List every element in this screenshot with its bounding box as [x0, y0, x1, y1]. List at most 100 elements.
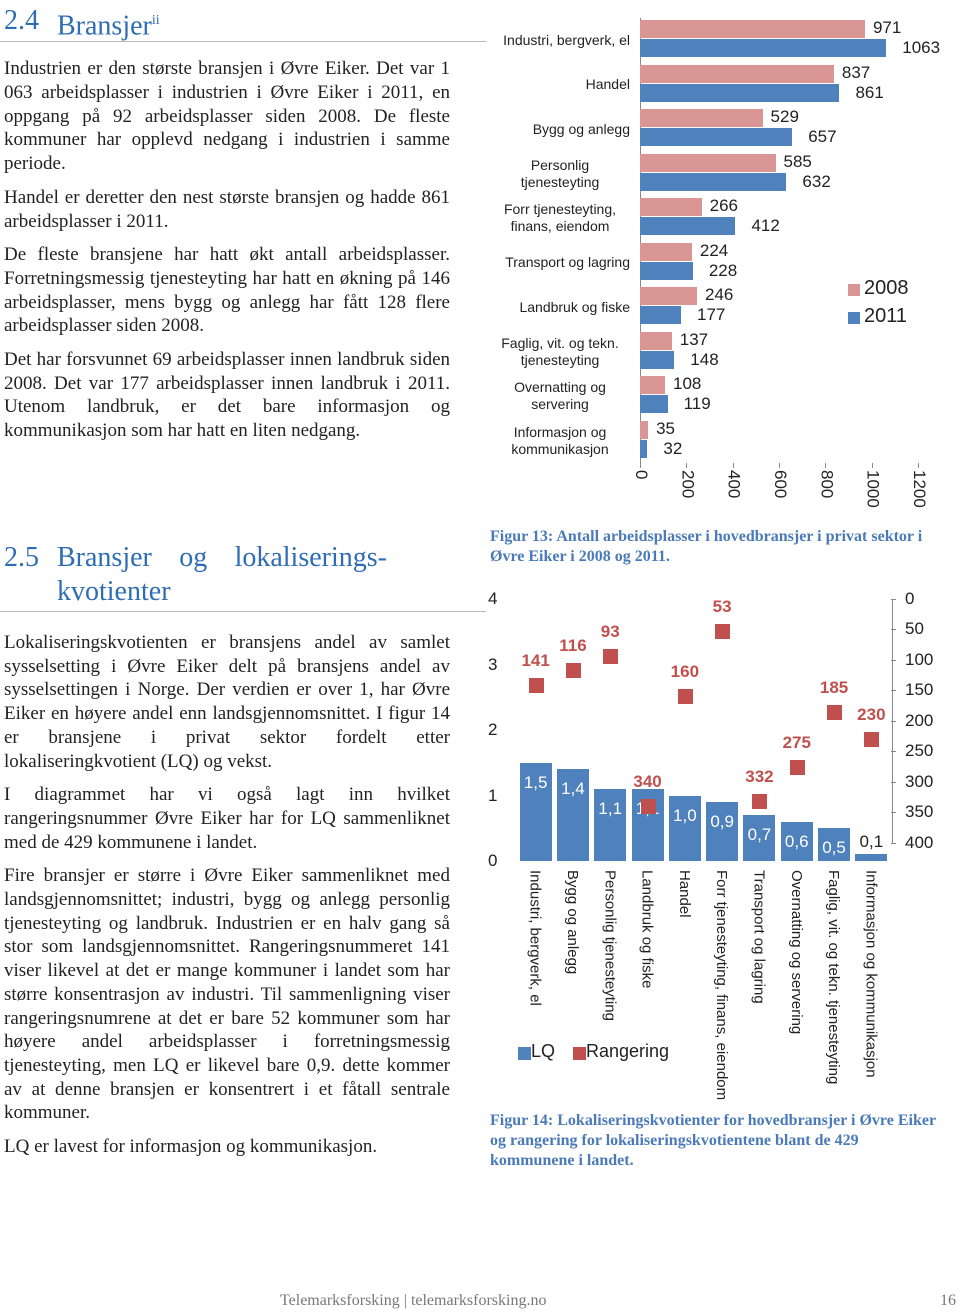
category-label: Landbruk og fiske — [519, 298, 630, 315]
value-label: 0,5 — [822, 838, 846, 858]
value-label: 275 — [782, 732, 811, 752]
y2-tick-label: 400 — [905, 832, 934, 852]
heading-number: 2.5 — [4, 542, 39, 573]
legend-swatch — [573, 1047, 586, 1060]
heading-title: Bransjer og lokaliserings-kvotienter — [57, 542, 387, 607]
value-label: 141 — [521, 650, 550, 670]
marker — [677, 689, 693, 705]
marker — [864, 732, 880, 748]
x-tick-label: 800 — [817, 470, 837, 499]
marker — [603, 648, 619, 664]
section-1: 2.4 Bransjerii Industrien er den største … — [4, 4, 450, 453]
tick-mark — [891, 812, 896, 814]
value-label: 93 — [600, 621, 620, 641]
bar — [640, 261, 693, 280]
category-label: Industri, bergverk, el — [503, 31, 630, 48]
tick-mark — [891, 599, 896, 600]
value-label: 1,1 — [635, 798, 660, 818]
bar — [818, 828, 851, 861]
y2-tick-label: 200 — [905, 710, 934, 730]
y2-tick-label: 100 — [905, 649, 934, 669]
footer: Telemarksforsking | telemarksforsking.no — [280, 1292, 546, 1310]
value-label: 657 — [808, 127, 837, 146]
bar — [556, 769, 589, 861]
category-label: Personlig tjenesteyting — [601, 870, 619, 1021]
bar — [706, 802, 739, 861]
tick-mark — [918, 463, 919, 468]
category-label: Forr tjenesteyting, finans, eiendom — [503, 201, 617, 235]
bar — [668, 795, 701, 861]
heading-number: 2.4 — [4, 5, 39, 36]
x-tick-label: 600 — [771, 470, 790, 499]
tick-mark — [891, 659, 896, 661]
bar — [519, 762, 552, 861]
value-label: 116 — [559, 635, 587, 655]
category-label: Forr tjenesteyting, finans, eiendom — [713, 870, 731, 1101]
tick-mark — [825, 463, 827, 468]
category-label: Overnatting og servering — [514, 379, 606, 413]
value-label: 35 — [656, 418, 676, 438]
bar — [640, 331, 672, 350]
bar — [640, 439, 648, 458]
value-label: 1063 — [902, 38, 941, 57]
value-label: 185 — [819, 677, 849, 697]
marker — [528, 677, 544, 693]
y-tick-label: 3 — [488, 654, 498, 674]
paragraph: De fleste bransjene har hatt økt antall … — [4, 244, 450, 337]
footer-publisher: Telemarksforsking — [280, 1292, 400, 1309]
value-label: 1,1 — [598, 798, 623, 818]
tick-mark — [686, 463, 688, 468]
bar — [640, 420, 649, 439]
paragraph: I diagrammet har vi også lagt inn hvilke… — [4, 784, 450, 853]
marker — [715, 624, 731, 640]
value-label: 32 — [663, 438, 683, 458]
legend-label: 2011 — [864, 305, 908, 327]
value-label: 177 — [697, 305, 726, 324]
value-label: 332 — [745, 767, 774, 787]
marker — [827, 704, 843, 720]
value-label: 1,5 — [523, 772, 548, 792]
category-label: Overnatting og servering — [787, 870, 805, 1035]
heading: 2.5 Bransjer og lokaliserings-kvotienter — [4, 541, 450, 609]
bar — [640, 153, 776, 172]
value-label: 53 — [712, 597, 732, 617]
y2-tick-label: 350 — [905, 802, 934, 822]
category-label: Faglig, vit. og tekn. tjenesteyting — [825, 870, 843, 1085]
bar — [640, 128, 793, 146]
value-label: 0,9 — [710, 812, 734, 832]
marker — [752, 794, 768, 810]
value-label: 148 — [690, 349, 719, 369]
paragraph: Lokaliseringskvotienten er bransjens and… — [4, 632, 450, 772]
category-label: Transport og lagring — [750, 870, 768, 1004]
x-tick-label: 0 — [632, 470, 651, 480]
tick-mark — [871, 463, 873, 468]
category-label: Bygg og anlegg — [532, 120, 630, 137]
tick-mark — [513, 861, 516, 862]
tick-mark — [891, 690, 896, 692]
tick-mark — [513, 664, 516, 666]
bar — [640, 20, 865, 38]
heading-rule — [0, 611, 486, 612]
category-label: Informasjon og kommunikasjon — [862, 870, 880, 1078]
legend-label: Rangering — [586, 1041, 670, 1061]
marker — [789, 759, 805, 775]
value-label: 1,4 — [561, 779, 585, 799]
tick-mark — [732, 463, 734, 468]
heading-note: ii — [151, 13, 160, 28]
tick-mark — [891, 629, 896, 631]
tick-mark — [513, 795, 516, 797]
legend-swatch — [848, 312, 860, 324]
bar — [640, 350, 675, 369]
bar — [640, 376, 666, 394]
value-label: 837 — [841, 62, 871, 82]
category-label: Faglig, vit. og tekn. tjenesteyting — [501, 334, 619, 368]
value-label: 585 — [783, 151, 812, 171]
bar — [640, 39, 887, 57]
category-label: Industri, bergverk, el — [526, 870, 544, 1006]
value-label: 228 — [708, 260, 738, 280]
paragraph: LQ er lavest for informasjon og kommunik… — [4, 1136, 378, 1158]
legend-label: 2008 — [864, 277, 909, 299]
bar — [631, 788, 664, 861]
y2-tick-label: 300 — [905, 771, 934, 791]
figure-caption: Figur 13: Antall arbeidsplasser i hovedb… — [490, 528, 923, 565]
